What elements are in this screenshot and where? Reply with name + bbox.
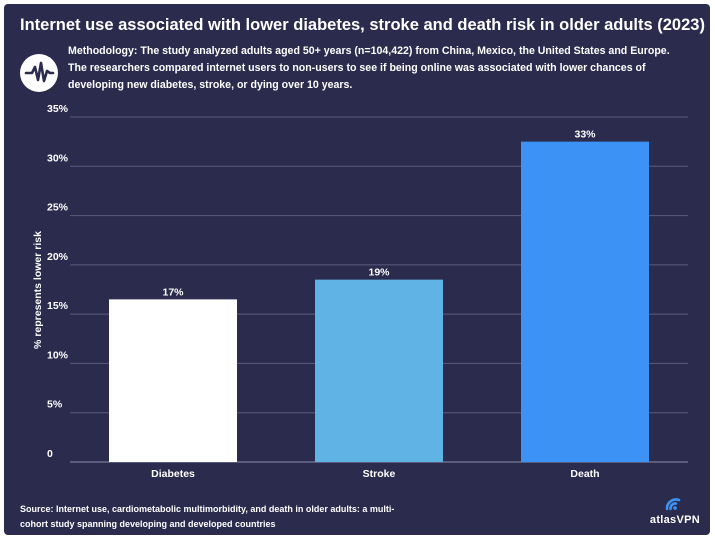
y-tick-label: 35% <box>47 103 69 115</box>
pulse-icon <box>24 61 55 83</box>
y-tick-label: 0 <box>47 448 53 460</box>
y-tick-label: 25% <box>47 202 69 214</box>
x-tick-label: Death <box>570 468 599 480</box>
y-tick-label: 10% <box>47 349 69 361</box>
y-tick-label: 20% <box>47 251 69 263</box>
y-axis-title: % represents lower risk <box>32 231 44 349</box>
bar-stroke <box>315 279 443 462</box>
data-label: 19% <box>368 267 390 279</box>
atlas-vpn-logo-icon <box>665 498 681 511</box>
y-tick-label: 30% <box>47 152 69 164</box>
source-note: Source: Internet use, cardiometabolic mu… <box>20 504 395 529</box>
bar-diabetes <box>109 299 237 462</box>
y-tick-label: 5% <box>47 399 63 411</box>
pulse-logo <box>20 54 58 92</box>
data-label: 33% <box>574 129 596 141</box>
brand-name: atlasVPN <box>649 514 700 526</box>
x-tick-label: Stroke <box>363 468 396 480</box>
bar-death <box>521 141 649 462</box>
brand-logo: atlasVPN <box>632 494 704 532</box>
methodology-text: Methodology: The study analyzed adults a… <box>68 45 670 91</box>
chart-title: Internet use associated with lower diabe… <box>20 16 705 34</box>
bar-chart: % represents lower risk 0 5% 10% 15% 20% 25% 3… <box>32 103 688 480</box>
data-label: 17% <box>162 286 184 298</box>
y-tick-label: 15% <box>47 300 69 312</box>
x-tick-label: Diabetes <box>151 468 195 480</box>
chart-card: Internet use associated with lower diabe… <box>4 4 710 535</box>
